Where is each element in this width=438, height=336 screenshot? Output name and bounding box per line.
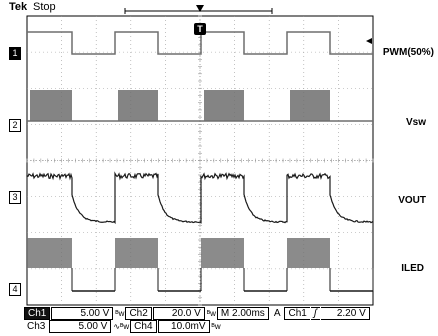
ch1-scale[interactable]: 5.00 V (51, 307, 114, 320)
channel-1-label: PWM(50%) (382, 47, 434, 58)
ch4-iled-high-band (287, 238, 330, 268)
trigger-slope-icon[interactable]: ʃ (310, 307, 320, 320)
record-position-indicator (124, 5, 273, 14)
ch1-name[interactable]: Ch1 (24, 307, 51, 320)
bandwidth-limit-icon: ᴮw (115, 309, 125, 318)
ch4-iled-high-band (115, 238, 158, 268)
bandwidth-limit-icon: ᴮw (211, 322, 221, 331)
status-row-2: Ch3 5.00 V ∿ᴮw Ch4 10.0mV ᴮw (22, 320, 222, 333)
channel-4-marker[interactable]: 4 (9, 283, 21, 296)
grid-lines (26, 15, 374, 306)
status-row-1: Ch1 5.00 V ᴮw Ch2 20.0 V ᴮw M 2.00ms A C… (22, 307, 371, 320)
ch4-iled-high-band (27, 238, 72, 268)
trigger-level[interactable]: 2.20 V (320, 307, 370, 320)
bandwidth-limit-icon: ᴮw (206, 309, 216, 318)
brand-label: Tek (9, 1, 28, 13)
ch2-switching-burst (30, 90, 72, 121)
channel-1-marker[interactable]: 1 (9, 47, 21, 60)
ch4-iled-high-band (201, 238, 244, 268)
ch1-pwm-trace (27, 31, 373, 55)
timebase[interactable]: M 2.00ms (216, 307, 269, 320)
ch2-scale[interactable]: 20.0 V (152, 307, 205, 320)
trigger-mode[interactable]: A (273, 308, 281, 319)
ch3-vout-trace (26, 171, 374, 225)
trace-group (26, 31, 374, 292)
channel-4-label: ILED (401, 263, 424, 274)
trigger-level-arrow (366, 38, 372, 44)
channel-3-label: VOUT (398, 195, 426, 206)
ch2-switching-burst (290, 90, 330, 121)
ch3-name[interactable]: Ch3 (27, 321, 46, 332)
ch3-scale[interactable]: 5.00 V (49, 320, 112, 333)
channel-2-marker[interactable]: 2 (9, 119, 21, 132)
ch2-name[interactable]: Ch2 (125, 307, 152, 320)
ch2-switching-burst (118, 90, 158, 121)
run-state-label: Stop (33, 1, 56, 13)
ch4-scale[interactable]: 10.0mV (157, 320, 210, 333)
trigger-source[interactable]: Ch1 (284, 307, 310, 320)
ch4-name[interactable]: Ch4 (130, 320, 157, 333)
channel-3-marker[interactable]: 3 (9, 191, 21, 204)
channel-2-label: Vsw (405, 117, 426, 128)
bandwidth-limit-icon: ∿ᴮw (113, 322, 130, 331)
trigger-position-marker: T (194, 23, 206, 35)
trigger-marker-text: T (197, 24, 203, 34)
ch2-switching-burst (204, 90, 244, 121)
